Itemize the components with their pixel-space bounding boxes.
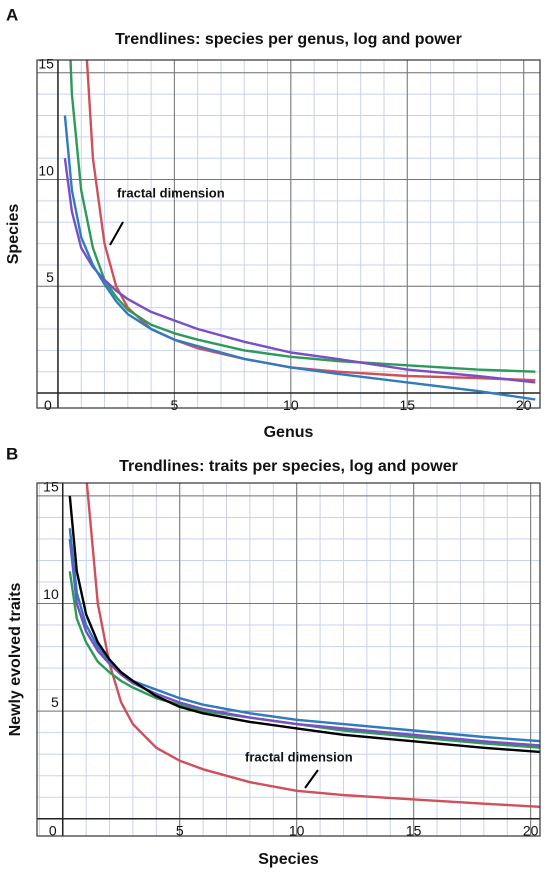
panel-label: A bbox=[6, 5, 18, 24]
y-tick-label: 15 bbox=[43, 479, 59, 495]
trend-line bbox=[68, 538, 540, 747]
plot-frame bbox=[36, 59, 541, 409]
x-axis-label: Genus bbox=[264, 424, 314, 441]
x-tick-label: 5 bbox=[176, 822, 184, 838]
x-axis-label: Species bbox=[258, 851, 319, 868]
y-tick-label: 10 bbox=[38, 162, 54, 178]
x-tick-label: 15 bbox=[399, 397, 415, 413]
x-tick-label: 20 bbox=[523, 822, 539, 838]
y-tick-label: 5 bbox=[51, 694, 59, 710]
y-tick-label: 15 bbox=[38, 56, 54, 72]
y-axis-label: Newly evolved traits bbox=[7, 582, 24, 736]
x-tick-label: 10 bbox=[289, 822, 305, 838]
x-tick-label: 0 bbox=[44, 397, 52, 413]
chart-title: Trendlines: species per genus, log and p… bbox=[115, 31, 462, 48]
trend-line bbox=[68, 528, 540, 743]
chart-title: Trendlines: traits per species, log and … bbox=[119, 458, 458, 475]
annotation: fractal dimension bbox=[117, 185, 225, 200]
annotation-leader bbox=[109, 221, 124, 246]
trend-line bbox=[85, 483, 540, 808]
x-tick-label: 10 bbox=[283, 397, 299, 413]
trend-line bbox=[63, 115, 536, 401]
x-tick-label: 0 bbox=[49, 822, 57, 838]
annotation: fractal dimension bbox=[245, 749, 353, 764]
annotation-leader bbox=[304, 769, 319, 789]
x-tick-label: 5 bbox=[170, 397, 178, 413]
trend-line bbox=[63, 158, 536, 384]
plot-lines bbox=[63, 60, 536, 401]
plot-frame bbox=[36, 482, 541, 837]
trend-line bbox=[68, 495, 540, 754]
x-tick-label: 15 bbox=[406, 822, 422, 838]
y-axis-label: Species bbox=[5, 204, 22, 265]
x-tick-label: 20 bbox=[516, 397, 532, 413]
panel-label: B bbox=[6, 444, 18, 463]
plot-lines bbox=[68, 483, 540, 808]
y-tick-label: 10 bbox=[43, 586, 59, 602]
y-tick-label: 5 bbox=[46, 269, 54, 285]
